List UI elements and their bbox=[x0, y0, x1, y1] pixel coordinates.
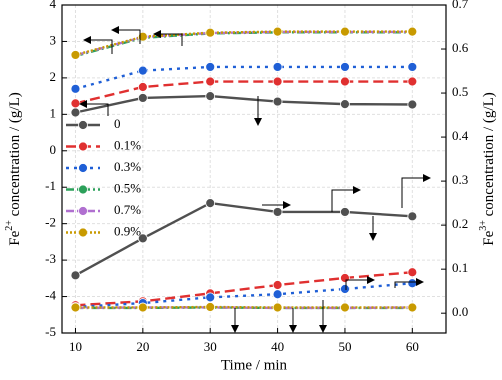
y-tick-label: 2 bbox=[50, 69, 57, 84]
data-point bbox=[205, 27, 216, 38]
data-point bbox=[137, 82, 148, 92]
x-tick-label: 20 bbox=[136, 339, 149, 354]
x-tick-label: 50 bbox=[338, 339, 351, 354]
data-point bbox=[70, 302, 81, 313]
legend-marker bbox=[78, 184, 88, 195]
x-tick-label: 30 bbox=[204, 339, 217, 354]
y2-tick-label: 0.4 bbox=[452, 128, 469, 143]
legend-marker bbox=[78, 141, 88, 152]
data-point bbox=[272, 62, 283, 72]
data-point bbox=[407, 99, 418, 110]
legend-marker bbox=[78, 206, 88, 216]
y2-tick-label: 0.2 bbox=[452, 216, 468, 231]
data-point bbox=[407, 26, 418, 37]
y-tick-label: 3 bbox=[50, 32, 57, 47]
y-tick-label: -3 bbox=[45, 251, 56, 266]
y-tick-label: -2 bbox=[45, 215, 56, 230]
legend-label: 0.7% bbox=[114, 202, 141, 217]
legend-marker bbox=[78, 227, 88, 238]
data-point bbox=[340, 76, 350, 87]
legend-marker bbox=[78, 120, 88, 130]
series-line bbox=[75, 282, 413, 309]
legend-label: 0.3% bbox=[114, 159, 141, 174]
x-tick-label: 60 bbox=[406, 339, 419, 354]
annotation-arrows bbox=[79, 26, 431, 333]
data-point bbox=[70, 98, 81, 109]
data-point bbox=[137, 31, 148, 42]
data-point bbox=[272, 280, 283, 290]
y-tick-label: -4 bbox=[45, 288, 56, 303]
data-point bbox=[340, 26, 350, 37]
y-tick-label: 0 bbox=[50, 142, 57, 157]
y2-tick-label: 0.5 bbox=[452, 84, 468, 99]
data-point bbox=[340, 99, 350, 110]
series-line bbox=[75, 65, 413, 90]
data-point bbox=[205, 62, 216, 72]
data-point bbox=[70, 50, 81, 60]
data-point bbox=[272, 207, 283, 217]
data-point bbox=[205, 76, 216, 87]
series-line bbox=[74, 201, 413, 277]
data-point bbox=[137, 302, 148, 313]
series-line bbox=[75, 31, 413, 58]
data-point bbox=[70, 83, 81, 94]
plot-frame bbox=[61, 4, 447, 334]
data-point bbox=[407, 76, 418, 87]
series-line bbox=[75, 271, 413, 307]
data-point bbox=[272, 76, 283, 87]
x-tick-label: 40 bbox=[271, 339, 284, 354]
data-point bbox=[137, 65, 148, 76]
data-point bbox=[272, 289, 283, 300]
series-line bbox=[75, 30, 413, 57]
y2-tick-label: 0.0 bbox=[452, 304, 468, 319]
y2-axis-label: Fe3+ concentration / (g/L) bbox=[478, 92, 497, 246]
legend-marker bbox=[78, 163, 88, 173]
data-point bbox=[70, 107, 81, 118]
y2-tick-label: 0.3 bbox=[452, 172, 468, 187]
data-point bbox=[205, 91, 216, 102]
data-point bbox=[407, 302, 418, 313]
data-point bbox=[70, 270, 81, 281]
data-point bbox=[340, 302, 350, 313]
legend-label: 0.5% bbox=[114, 180, 141, 195]
data-point bbox=[272, 26, 283, 37]
data-point bbox=[340, 207, 350, 217]
data-point bbox=[272, 302, 283, 313]
y-tick-label: 1 bbox=[50, 105, 57, 120]
data-point bbox=[205, 292, 216, 303]
data-point bbox=[407, 267, 418, 278]
data-point bbox=[407, 62, 418, 72]
data-point bbox=[137, 233, 148, 244]
data-point bbox=[407, 211, 418, 222]
x-axis-label: Time / min bbox=[221, 357, 288, 373]
data-point bbox=[340, 62, 350, 72]
data-point bbox=[340, 273, 350, 283]
plot bbox=[70, 26, 418, 313]
legend-label: 0.1% bbox=[114, 137, 141, 152]
y2-tick-label: 0.6 bbox=[452, 40, 469, 55]
data-point bbox=[205, 198, 216, 209]
data-point bbox=[137, 93, 148, 103]
y-tick-label: -1 bbox=[45, 178, 56, 193]
series-line bbox=[75, 80, 413, 105]
x-tick-label: 10 bbox=[69, 339, 82, 354]
data-point bbox=[340, 284, 350, 294]
data-point bbox=[272, 96, 283, 107]
y-tick-label: -5 bbox=[45, 324, 56, 339]
y-tick-label: 4 bbox=[50, 0, 57, 11]
y2-tick-label: 0.1 bbox=[452, 260, 468, 275]
data-point bbox=[205, 302, 216, 312]
legend-label: 0 bbox=[114, 116, 121, 131]
y2-tick-label: 0.7 bbox=[452, 0, 469, 11]
data-point bbox=[407, 278, 418, 289]
legend-label: 0.9% bbox=[114, 223, 141, 238]
y-axis-label: Fe2+ concentration / (g/L) bbox=[4, 92, 23, 246]
series-line bbox=[75, 94, 413, 114]
